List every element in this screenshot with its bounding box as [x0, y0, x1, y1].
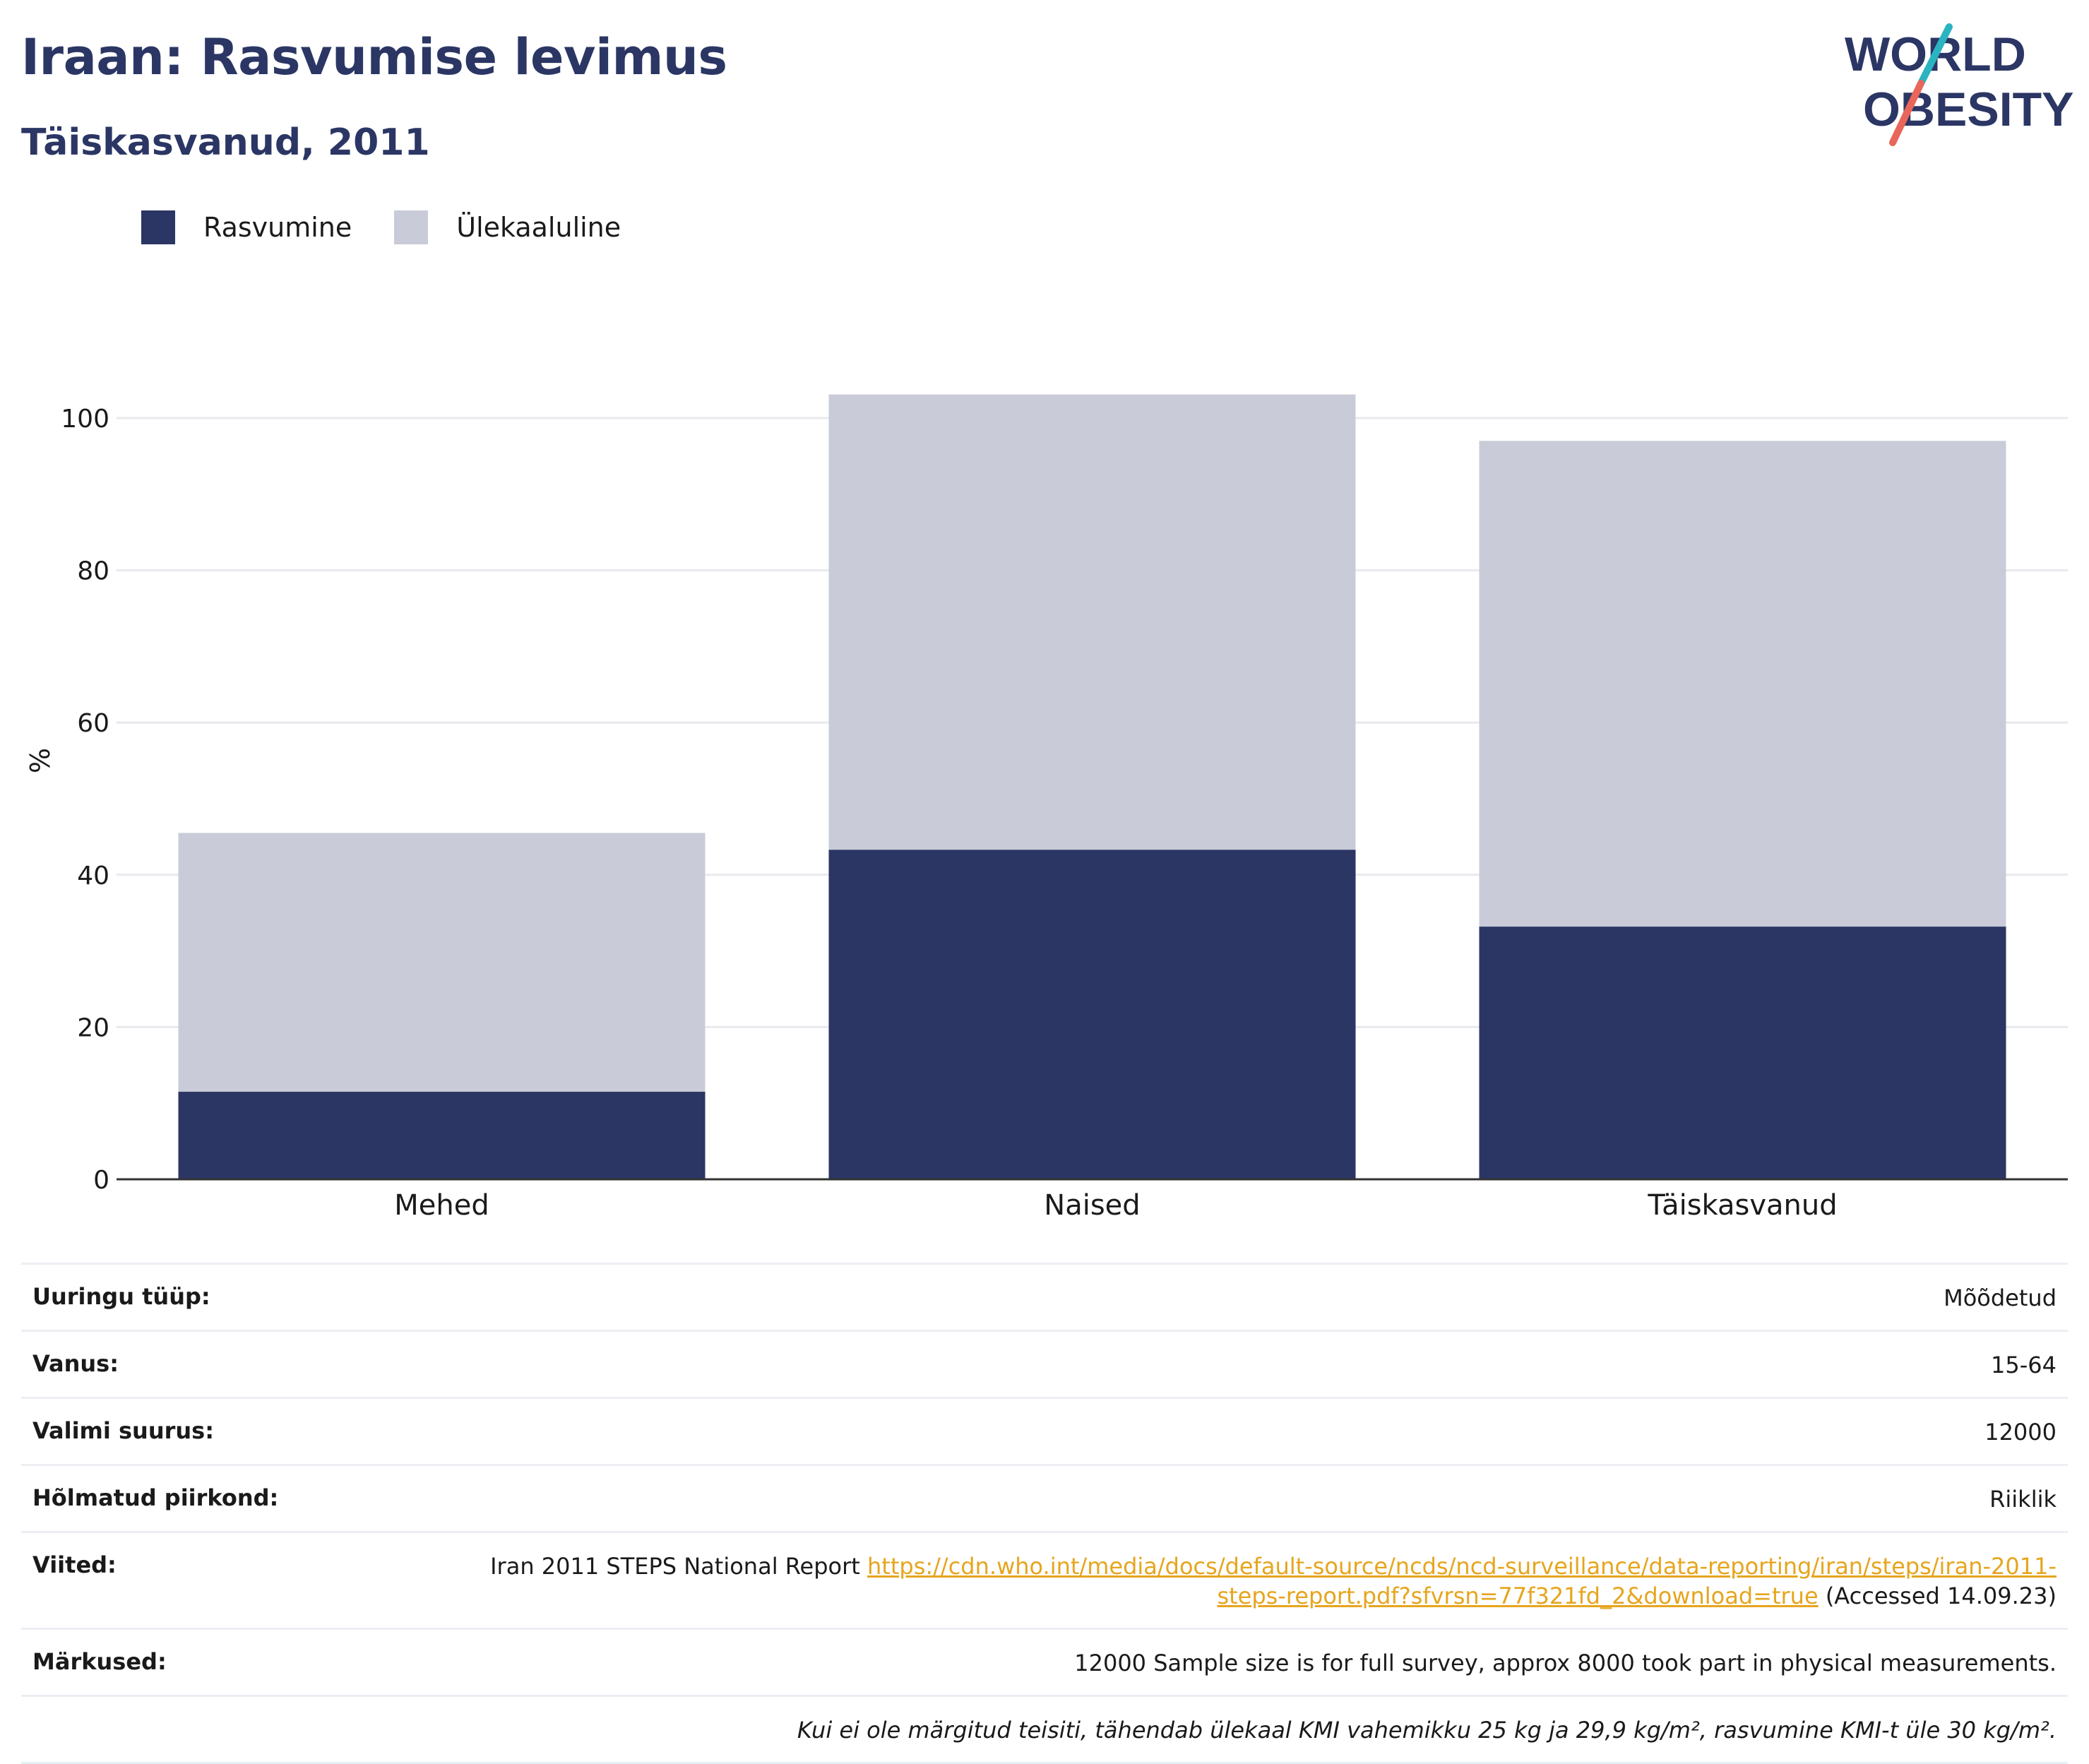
- y-tick-label: 60: [77, 709, 109, 738]
- meta-label: Vanus:: [32, 1350, 119, 1377]
- metadata-table: Uuringu tüüp: Mõõdetud Vanus: 15-64 Vali…: [21, 1263, 2068, 1764]
- bar-obesity-1: [828, 850, 1356, 1179]
- x-tick-label: Mehed: [394, 1189, 489, 1222]
- legend-item-overweight[interactable]: Ülekaaluline: [394, 210, 621, 244]
- meta-row-age: Vanus: 15-64: [21, 1330, 2068, 1397]
- meta-value: Mõõdetud: [1944, 1285, 2057, 1311]
- meta-row-notes: Märkused: 12000 Sample size is for full …: [21, 1628, 2068, 1695]
- meta-label: Hõlmatud piirkond:: [32, 1484, 279, 1511]
- meta-row-survey-type: Uuringu tüüp: Mõõdetud: [21, 1263, 2068, 1330]
- y-tick-label: 0: [93, 1166, 109, 1195]
- meta-row-area-covered: Hõlmatud piirkond: Riiklik: [21, 1464, 2068, 1531]
- reference-link[interactable]: https://cdn.who.int/media/docs/default-s…: [867, 1553, 2057, 1609]
- stacked-bar-chart: 0 20 40 60 80 100% Mehed Naised Täiskasvanud: [25, 394, 2068, 1222]
- bar-obesity-0: [178, 1092, 706, 1179]
- logo-slash-bottom: [1889, 80, 1924, 146]
- legend-item-obesity[interactable]: Rasvumine: [141, 210, 352, 244]
- meta-value: 12000 Sample size is for full survey, ap…: [1074, 1650, 2057, 1676]
- logo-line-2: OBESITY: [1863, 83, 2074, 136]
- meta-label: Märkused:: [32, 1648, 167, 1675]
- legend-swatch-overweight: [394, 210, 429, 244]
- meta-label: Viited:: [32, 1551, 117, 1578]
- meta-row-footnote: Kui ei ole märgitud teisiti, tähendab ül…: [21, 1695, 2068, 1764]
- meta-value: 15-64: [1991, 1352, 2057, 1378]
- bar-overweight-1: [828, 394, 1356, 850]
- meta-label: Valimi suurus:: [32, 1417, 215, 1444]
- x-tick-label: Täiskasvanud: [1647, 1189, 1837, 1222]
- y-axis-label: %: [25, 748, 56, 773]
- logo-slash-top: [1917, 23, 1953, 87]
- chart-subtitle: Täiskasvanud, 2011: [21, 121, 430, 164]
- meta-row-sample-size: Valimi suurus: 12000: [21, 1397, 2068, 1464]
- footnote: Kui ei ole märgitud teisiti, tähendab ül…: [797, 1717, 2057, 1744]
- reference-accessed: (Accessed 14.09.23): [1825, 1583, 2057, 1609]
- reference-text: Iran 2011 STEPS National Report: [490, 1553, 860, 1580]
- legend-label-obesity: Rasvumine: [203, 212, 352, 243]
- meta-value: 12000: [1984, 1419, 2057, 1446]
- legend: Rasvumine Ülekaaluline: [141, 210, 663, 245]
- meta-value: Riiklik: [1989, 1486, 2057, 1513]
- meta-label: Uuringu tüüp:: [32, 1283, 210, 1310]
- legend-label-overweight: Ülekaaluline: [456, 212, 621, 243]
- x-tick-label: Naised: [1044, 1189, 1140, 1222]
- y-tick-label: 100: [61, 405, 109, 434]
- legend-swatch-obesity: [141, 210, 175, 244]
- y-tick-label: 40: [77, 862, 109, 890]
- y-tick-label: 20: [77, 1013, 109, 1042]
- bar-obesity-2: [1479, 926, 2006, 1179]
- chart-title: Iraan: Rasvumise levimus: [21, 28, 727, 86]
- bar-overweight-2: [1479, 441, 2006, 927]
- world-obesity-logo: WORLD OBESITY: [1845, 23, 2074, 146]
- meta-row-references: Viited: Iran 2011 STEPS National Report …: [21, 1531, 2068, 1628]
- bar-overweight-0: [178, 833, 706, 1092]
- reference-value: Iran 2011 STEPS National Report https://…: [432, 1551, 2057, 1611]
- y-tick-label: 80: [77, 557, 109, 586]
